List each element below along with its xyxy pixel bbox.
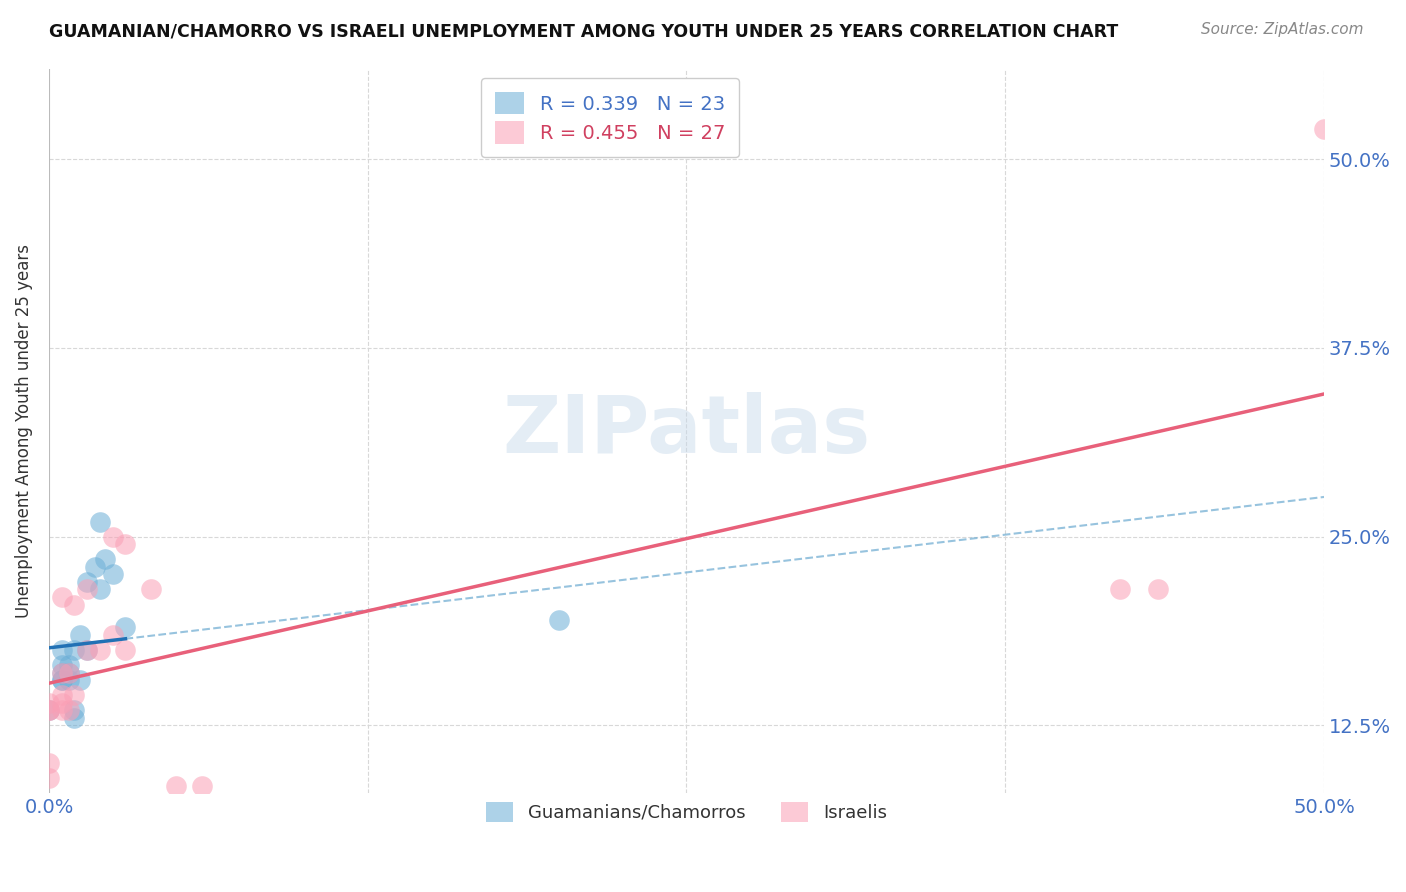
Point [166,779,188,793]
Point [38,703,60,717]
Point [51,665,73,680]
Point [101,530,124,544]
Text: Source: ZipAtlas.com: Source: ZipAtlas.com [1201,22,1364,37]
Point [139,582,162,597]
Point [63,688,86,702]
Point [51,688,73,702]
Point [83,559,105,574]
Point [58,665,80,680]
Point [94,552,117,566]
Point [69,673,91,687]
Point [76,643,98,657]
Point [89,515,111,529]
Point [114,643,136,657]
Point [76,574,98,589]
Y-axis label: Unemployment Among Youth under 25 years: Unemployment Among Youth under 25 years [15,244,32,618]
Point [38,703,60,717]
Point [1109,582,1132,597]
Point [1147,582,1170,597]
Point [51,673,73,687]
Point [69,628,91,642]
Point [114,620,136,634]
Point [101,628,124,642]
Point [63,643,86,657]
Point [76,582,98,597]
Point [114,537,136,551]
Point [101,567,124,582]
Text: ZIPatlas: ZIPatlas [502,392,870,470]
Point [548,613,571,627]
Point [76,643,98,657]
Point [51,673,73,687]
Legend: Guamanians/Chamorros, Israelis: Guamanians/Chamorros, Israelis [474,789,900,835]
Point [58,658,80,673]
Point [58,703,80,717]
Point [191,779,214,793]
Point [51,658,73,673]
Point [63,598,86,612]
Point [51,590,73,604]
Point [51,643,73,657]
Point [51,703,73,717]
Point [38,703,60,717]
Point [51,665,73,680]
Point [1313,122,1336,136]
Point [38,771,60,785]
Point [38,756,60,771]
Point [63,711,86,725]
Point [63,703,86,717]
Point [58,673,80,687]
Point [89,643,111,657]
Point [38,696,60,710]
Point [58,665,80,680]
Point [51,696,73,710]
Point [89,582,111,597]
Text: GUAMANIAN/CHAMORRO VS ISRAELI UNEMPLOYMENT AMONG YOUTH UNDER 25 YEARS CORRELATIO: GUAMANIAN/CHAMORRO VS ISRAELI UNEMPLOYME… [49,22,1118,40]
